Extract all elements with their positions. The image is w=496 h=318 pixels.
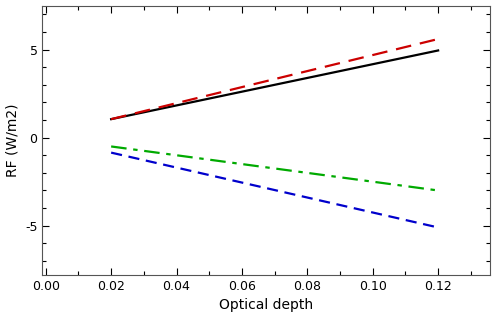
X-axis label: Optical depth: Optical depth <box>219 299 313 313</box>
Y-axis label: RF (W/m2): RF (W/m2) <box>5 104 19 177</box>
